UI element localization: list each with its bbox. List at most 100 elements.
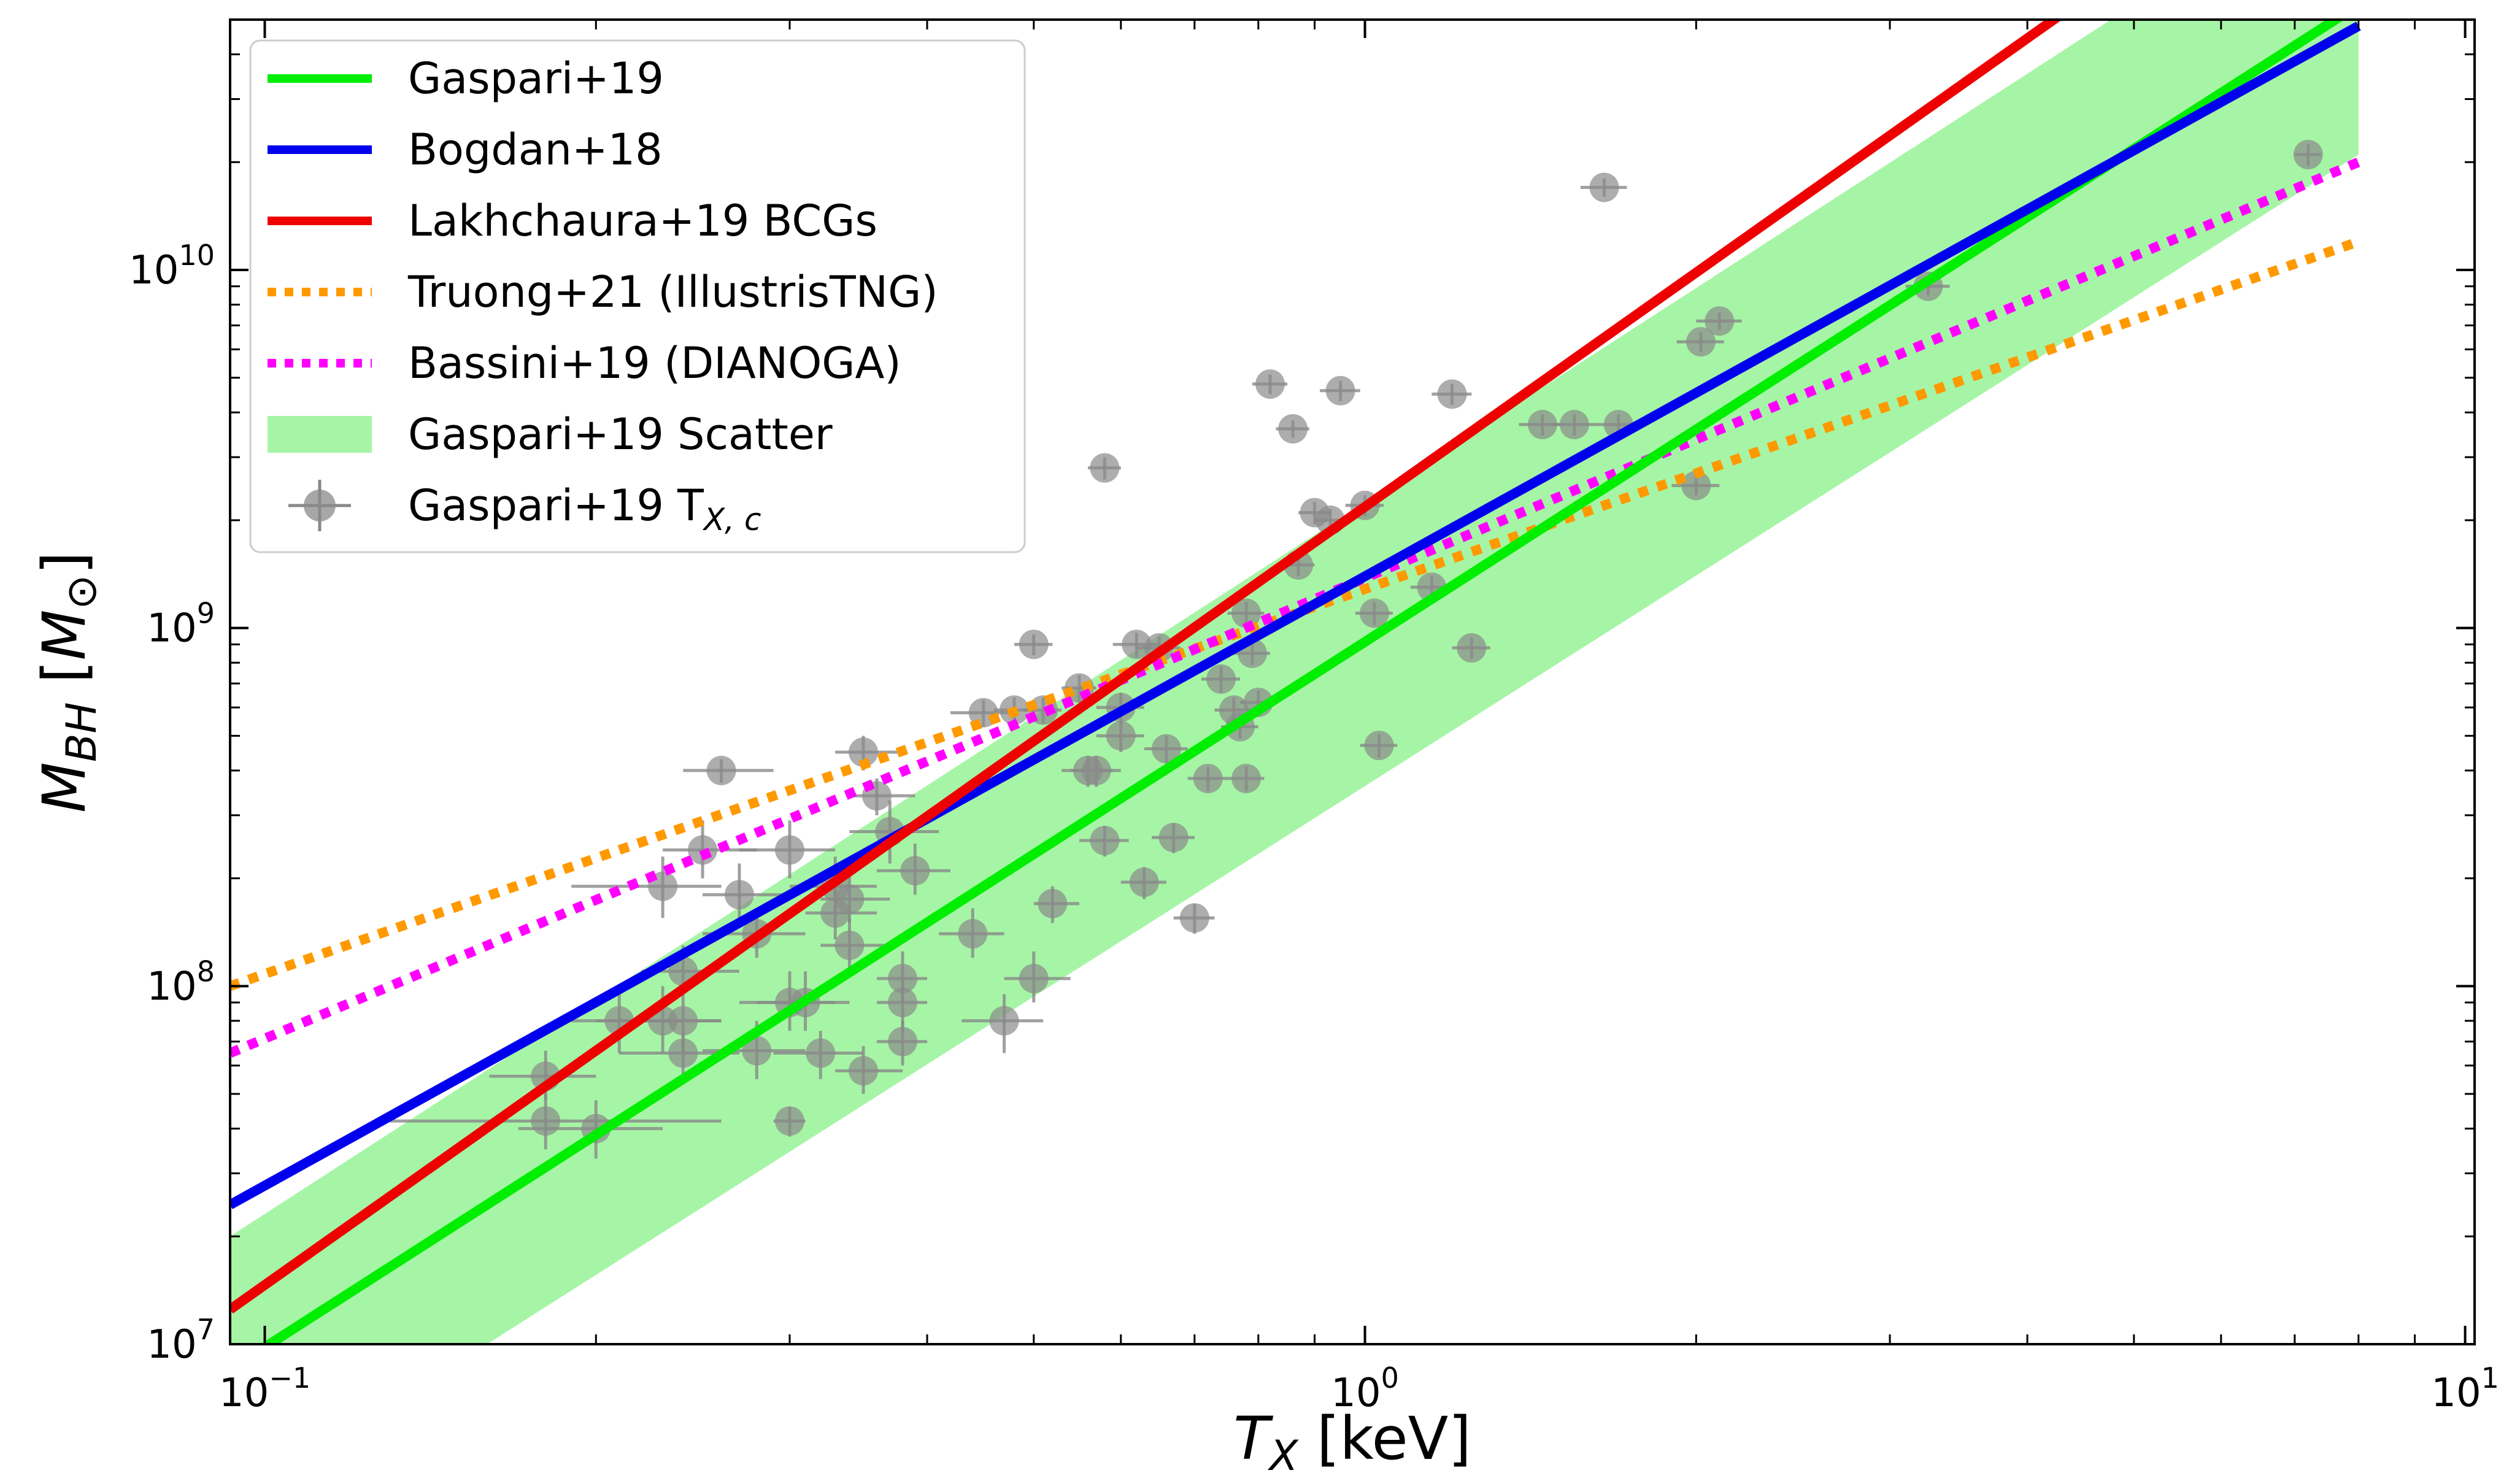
point-marker [1559,410,1589,440]
data-point [1676,327,1724,357]
data-point [1173,903,1215,934]
point-marker [849,737,879,767]
data-point [1201,664,1241,694]
point-marker [724,880,754,910]
data-point [820,918,890,972]
data-point [1552,410,1596,440]
point-marker [1019,963,1049,993]
point-marker [1681,471,1711,501]
point-marker [1158,823,1189,853]
point-marker [706,755,736,785]
data-point [1088,453,1121,483]
point-marker [1129,867,1159,898]
x-tick-label: 101 [2431,1361,2499,1416]
data-point [1187,763,1228,793]
data-point [876,844,951,895]
point-marker [1038,888,1068,918]
y-tick-label: 107 [147,1313,215,1368]
legend-label-scatter: Gaspari+19 Scatter [408,409,833,460]
point-marker [1081,755,1111,785]
x-tick-label: 100 [1331,1361,1399,1416]
data-point [1070,755,1121,787]
point-marker [1255,369,1285,399]
legend-label-lakhchaura: Lakhchaura+19 BCGs [408,196,877,246]
data-point [939,908,1004,958]
point-marker [1019,629,1049,660]
plot-frame [229,18,2476,1345]
point-marker [1359,598,1389,628]
point-marker [742,1036,772,1066]
data-point [2293,139,2323,169]
data-point [683,755,774,785]
point-marker [1231,763,1262,793]
data-point [1276,414,1309,444]
x-axis-title: TX [keV] [1233,1404,1471,1480]
point-marker [1193,763,1223,793]
point-marker [1231,598,1262,628]
point-marker [849,1056,879,1086]
point-marker [775,835,805,865]
data-point [1252,369,1287,399]
point-marker [1527,410,1557,440]
point-marker [1589,172,1619,202]
data-point [773,1031,864,1079]
point-marker [1437,379,1467,409]
point-marker [1705,306,1735,336]
data-point [703,863,790,923]
data-point [1120,867,1166,899]
data-point [1233,638,1271,668]
legend-label-bogdan: Bogdan+18 [408,125,663,175]
point-marker [668,1006,698,1036]
legend-label-bassini: Bassini+19 (DIANOGA) [408,338,901,388]
point-marker [888,988,918,1018]
point-marker [1325,375,1355,406]
legend-label-truong: Truong+21 (IllustrisTNG) [407,267,938,317]
point-marker [1122,629,1152,660]
point-marker [775,1106,805,1136]
point-marker [1090,826,1120,856]
data-point [1452,633,1490,663]
point-marker [806,1038,836,1068]
data-point [1014,629,1053,660]
data-point [1355,598,1393,628]
y-axis-title: MBH [M⊙] [30,552,106,813]
data-point [1144,734,1188,764]
data-point [820,874,890,923]
point-marker [834,884,865,914]
y-tick-label: 108 [147,955,215,1009]
legend-swatch-scatter [268,416,372,453]
model-lines-layer [230,20,2361,1344]
point-marker [834,930,865,960]
point-marker [688,835,718,865]
point-marker [2293,139,2323,169]
point-marker [531,1106,561,1136]
data-point [739,820,836,879]
data-point [1227,598,1265,628]
point-marker [1364,731,1394,761]
data-point [773,1106,806,1137]
data-point [876,1020,928,1066]
legend-box [249,39,1026,553]
point-marker [1686,327,1716,357]
data-point [571,856,722,918]
legend: Gaspari+19 Bogdan+18 Lakhchaura+19 BCGs … [249,39,1026,553]
x-tick-label: 10−1 [219,1361,310,1416]
legend-label-gaspari: Gaspari+19 [408,53,664,104]
point-marker [1457,633,1487,663]
data-point [1152,823,1195,853]
point-marker [1106,721,1136,751]
data-point [835,736,903,771]
data-point [1227,763,1265,793]
legend-swatch-points-marker [304,490,336,521]
data-point [961,994,1044,1053]
point-marker [958,919,988,949]
point-marker [888,1026,918,1056]
point-marker [1278,414,1308,444]
point-marker [900,856,930,886]
y-tick-label: 109 [147,597,215,652]
point-marker [1151,734,1181,764]
point-marker [1206,664,1236,694]
y-tick-labels: 107 108 109 1010 [129,239,215,1368]
data-point [1696,306,1742,336]
